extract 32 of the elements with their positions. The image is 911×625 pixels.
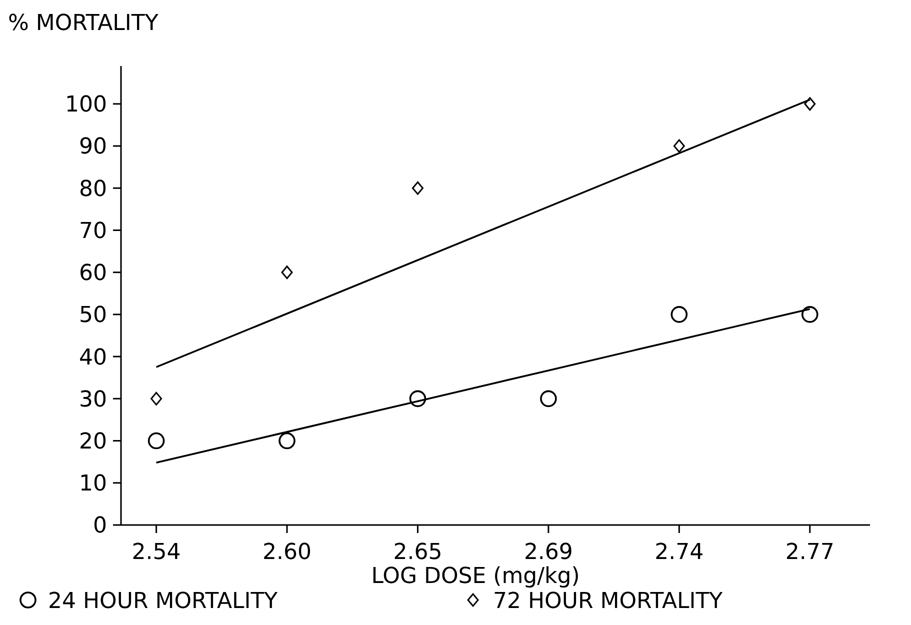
y-tick-label: 0	[93, 514, 107, 539]
point	[804, 97, 816, 111]
point	[281, 266, 293, 280]
legend-label: 72 HOUR MORTALITY	[493, 589, 724, 614]
x-tick-label: 2.65	[393, 540, 442, 565]
y-tick-label: 80	[79, 176, 107, 202]
point	[278, 432, 296, 450]
y-tick-label: 20	[79, 429, 107, 454]
point	[801, 306, 818, 323]
point	[409, 390, 426, 408]
point	[670, 306, 688, 323]
x-tick-label: 2.69	[524, 540, 573, 565]
x-tick-label: 2.74	[654, 540, 704, 565]
y-tick-label: 50	[79, 303, 107, 328]
y-tick-label: 40	[79, 345, 107, 370]
y-tick-label: 10	[79, 472, 107, 497]
x-tick-label: 2.54	[132, 540, 181, 565]
x-axis-title: LOG DOSE (mg/kg)	[371, 564, 580, 589]
point	[673, 139, 685, 153]
y-tick-label: 100	[65, 92, 107, 118]
point	[540, 390, 557, 408]
point	[150, 392, 162, 406]
x-tick-label: 2.60	[262, 540, 312, 565]
point	[148, 432, 165, 450]
y-tick-label: 90	[79, 134, 107, 160]
legend-label: 24 HOUR MORTALITY	[48, 589, 278, 614]
y-tick-label: 70	[79, 218, 107, 244]
y-axis-title: % MORTALITY	[8, 11, 159, 36]
point	[412, 181, 424, 195]
y-tick-label: 60	[79, 261, 107, 286]
y-tick-label: 30	[79, 387, 107, 412]
x-tick-label: 2.77	[785, 540, 834, 565]
